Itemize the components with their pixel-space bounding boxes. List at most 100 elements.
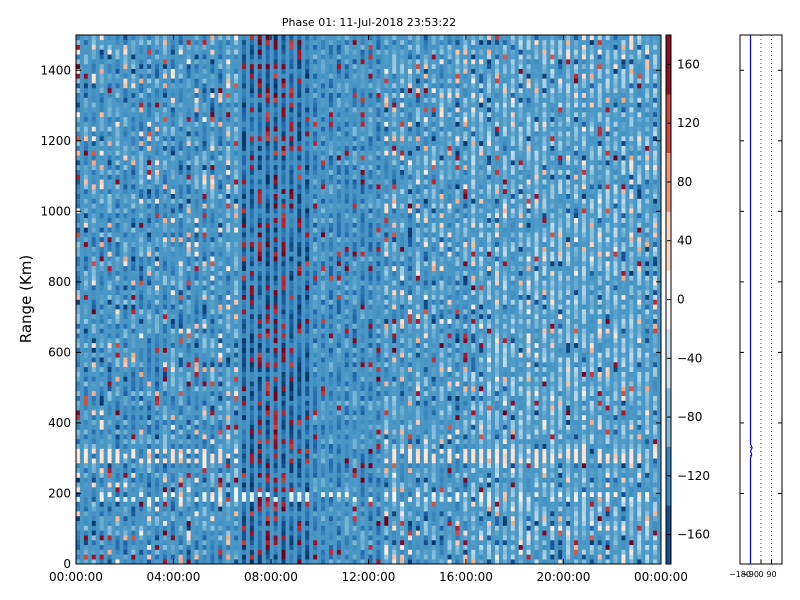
heatmap-cell bbox=[76, 169, 81, 175]
heatmap-cell bbox=[297, 453, 302, 459]
heatmap-cell bbox=[360, 179, 365, 185]
heatmap-cell bbox=[115, 318, 120, 324]
heatmap-cell bbox=[273, 525, 278, 531]
heatmap-cell bbox=[423, 448, 429, 454]
heatmap-cell bbox=[423, 126, 429, 132]
heatmap-cell bbox=[194, 251, 199, 257]
heatmap-cell bbox=[265, 328, 270, 334]
heatmap-cell bbox=[186, 429, 191, 435]
heatmap-cell bbox=[313, 289, 318, 295]
heatmap-cell bbox=[321, 525, 326, 531]
heatmap-cell bbox=[321, 227, 326, 233]
heatmap-cell bbox=[123, 328, 128, 334]
heatmap-cell bbox=[368, 285, 373, 291]
heatmap-cell bbox=[376, 342, 381, 348]
heatmap-cell bbox=[91, 549, 97, 555]
heatmap-cell bbox=[162, 270, 168, 276]
heatmap-cell bbox=[83, 467, 89, 473]
heatmap-cell bbox=[281, 520, 286, 526]
heatmap-cell bbox=[123, 309, 128, 315]
heatmap-cell bbox=[305, 530, 310, 536]
heatmap-cell bbox=[257, 160, 263, 166]
heatmap-cell bbox=[83, 265, 89, 271]
heatmap-cell bbox=[155, 482, 160, 488]
heatmap-cell bbox=[273, 150, 278, 156]
heatmap-cell bbox=[257, 285, 263, 291]
heatmap-cell bbox=[376, 390, 381, 396]
heatmap-cell bbox=[281, 337, 286, 344]
heatmap-cell bbox=[376, 232, 381, 238]
heatmap-cell bbox=[76, 251, 81, 257]
heatmap-cell bbox=[376, 448, 381, 454]
heatmap-cell bbox=[415, 472, 421, 478]
heatmap-cell bbox=[210, 491, 215, 497]
heatmap-cell bbox=[297, 554, 302, 560]
heatmap-cell bbox=[400, 511, 405, 517]
heatmap-cell bbox=[76, 280, 81, 286]
heatmap-cell bbox=[352, 318, 357, 324]
heatmap-cell bbox=[344, 472, 350, 478]
heatmap-cell bbox=[76, 419, 81, 425]
heatmap-cell bbox=[368, 357, 373, 363]
heatmap-cell bbox=[257, 304, 263, 310]
heatmap-cell bbox=[305, 212, 310, 219]
heatmap-cell bbox=[99, 203, 104, 209]
heatmap-cell bbox=[210, 482, 215, 488]
heatmap-cell bbox=[107, 501, 112, 507]
heatmap-cell bbox=[91, 145, 97, 151]
heatmap-cell bbox=[218, 491, 223, 497]
heatmap-cell bbox=[131, 347, 136, 353]
heatmap-cell bbox=[234, 155, 239, 161]
heatmap-cell bbox=[305, 188, 310, 194]
heatmap-cell bbox=[368, 376, 373, 382]
heatmap-cell bbox=[328, 193, 334, 199]
heatmap-cell bbox=[131, 270, 136, 276]
heatmap-cell bbox=[344, 102, 350, 108]
heatmap-cell bbox=[234, 131, 239, 137]
heatmap-cell bbox=[400, 434, 405, 440]
heatmap-cell bbox=[202, 246, 207, 252]
heatmap-cell bbox=[360, 472, 365, 478]
heatmap-cell bbox=[384, 395, 389, 401]
heatmap-cell bbox=[226, 232, 231, 238]
heatmap-cell bbox=[289, 97, 294, 103]
heatmap-cell bbox=[344, 414, 350, 421]
heatmap-cell bbox=[281, 63, 286, 69]
heatmap-cell bbox=[123, 520, 128, 526]
heatmap-cell bbox=[139, 366, 144, 372]
heatmap-cell bbox=[368, 414, 373, 421]
heatmap-cell bbox=[289, 318, 294, 324]
heatmap-cell bbox=[415, 419, 421, 425]
heatmap-cell bbox=[115, 261, 120, 267]
heatmap-cell bbox=[242, 515, 247, 522]
heatmap-cell bbox=[107, 371, 112, 377]
heatmap-cell bbox=[281, 193, 286, 199]
heatmap-cell bbox=[392, 448, 397, 454]
heatmap-cell bbox=[99, 92, 104, 98]
heatmap-cell bbox=[423, 530, 429, 536]
heatmap-cell bbox=[107, 424, 112, 430]
heatmap-cell bbox=[273, 453, 278, 459]
heatmap-cell bbox=[265, 59, 270, 65]
heatmap-gap-stripe bbox=[285, 35, 290, 564]
heatmap-cell bbox=[194, 49, 199, 55]
heatmap-cell bbox=[408, 362, 413, 368]
heatmap-cell bbox=[123, 217, 128, 223]
heatmap-cell bbox=[162, 366, 168, 372]
heatmap-cell bbox=[242, 164, 247, 170]
heatmap-cell bbox=[281, 179, 286, 185]
heatmap-cell bbox=[305, 496, 310, 502]
heatmap-cell bbox=[352, 35, 357, 41]
heatmap-cell bbox=[336, 554, 342, 560]
heatmap-cell bbox=[297, 203, 302, 209]
heatmap-cell bbox=[155, 400, 160, 406]
heatmap-cell bbox=[289, 535, 294, 541]
heatmap-cell bbox=[83, 535, 89, 541]
heatmap-cell bbox=[297, 184, 302, 190]
heatmap-cell bbox=[194, 371, 199, 377]
heatmap-cell bbox=[186, 160, 191, 166]
heatmap-cell bbox=[384, 496, 389, 502]
heatmap-cell bbox=[408, 501, 413, 507]
heatmap-cell bbox=[305, 285, 310, 291]
heatmap-cell bbox=[202, 294, 207, 300]
